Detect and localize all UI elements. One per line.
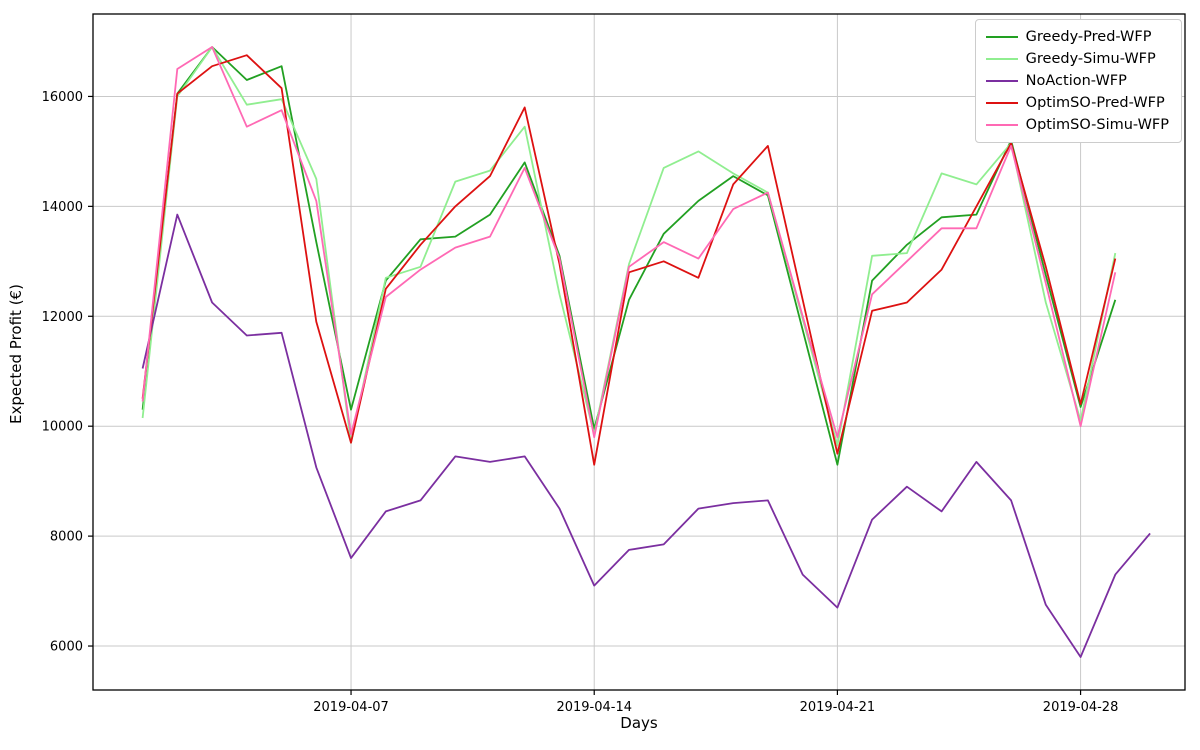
series-line-OptimSO-Simu-WFP: [141, 46, 1117, 439]
legend-label: OptimSO-Simu-WFP: [1025, 117, 1169, 133]
series-line-Greedy-Simu-WFP: [141, 46, 1117, 447]
legend-label: Greedy-Simu-WFP: [1025, 51, 1156, 67]
series-line-NoAction-WFP: [141, 213, 1151, 658]
legend-label: OptimSO-Pred-WFP: [1025, 95, 1165, 111]
legend-label: NoAction-WFP: [1025, 73, 1127, 89]
legend-entry: Greedy-Simu-WFP: [985, 51, 1169, 67]
legend: Greedy-Pred-WFP Greedy-Simu-WFP NoAction…: [974, 19, 1182, 143]
legend-line-swatch: [985, 102, 1018, 104]
y-tick-label: 10000: [42, 420, 83, 435]
x-tick-label: 2019-04-28: [1043, 700, 1119, 715]
y-axis-label: Expected Profit (€): [7, 284, 25, 424]
y-tick-label: 14000: [42, 200, 83, 215]
x-tick-label: 2019-04-21: [800, 700, 876, 715]
legend-entry: OptimSO-Pred-WFP: [985, 95, 1169, 111]
y-tick-label: 16000: [42, 90, 83, 105]
legend-line-swatch: [985, 124, 1018, 126]
x-axis-label: Days: [620, 714, 658, 732]
y-tick-label: 6000: [50, 640, 83, 655]
x-tick-label: 2019-04-14: [556, 700, 632, 715]
legend-entry: NoAction-WFP: [985, 73, 1169, 89]
legend-entry: OptimSO-Simu-WFP: [985, 117, 1169, 133]
legend-label: Greedy-Pred-WFP: [1025, 29, 1152, 45]
x-tick-label: 2019-04-07: [313, 700, 389, 715]
y-tick-label: 8000: [50, 530, 83, 545]
plot-border: [92, 13, 1186, 691]
series-line-OptimSO-Pred-WFP: [141, 54, 1117, 466]
legend-entry: Greedy-Pred-WFP: [985, 29, 1169, 45]
legend-line-swatch: [985, 58, 1018, 60]
legend-line-swatch: [985, 80, 1018, 82]
y-tick-label: 12000: [42, 310, 83, 325]
series-line-Greedy-Pred-WFP: [141, 46, 1117, 466]
legend-line-swatch: [985, 36, 1018, 38]
